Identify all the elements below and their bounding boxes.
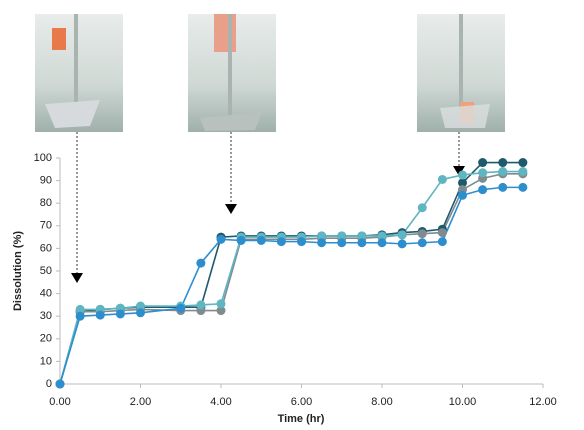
data-point [377, 238, 387, 248]
data-point [397, 239, 407, 249]
data-point [55, 379, 65, 389]
data-point [256, 235, 266, 245]
data-point [337, 238, 347, 248]
data-point [478, 185, 488, 195]
data-point [377, 231, 387, 241]
data-point [75, 304, 85, 314]
y-tick-label: 50 [40, 265, 52, 277]
data-point [236, 235, 246, 245]
photo [188, 14, 276, 132]
y-tick-label: 60 [40, 242, 52, 254]
photo [35, 14, 123, 132]
data-point [216, 306, 226, 316]
data-point [417, 229, 427, 239]
y-tick-label: 40 [40, 288, 52, 300]
data-point [458, 170, 467, 180]
data-point [518, 158, 528, 168]
x-tick-label: 0.00 [49, 396, 70, 408]
data-point [75, 311, 85, 321]
data-point [357, 238, 367, 248]
data-point [337, 231, 347, 241]
y-tick-label: 100 [34, 152, 52, 164]
photo [417, 14, 505, 132]
data-point [216, 299, 226, 309]
y-tick-label: 80 [40, 197, 52, 209]
x-tick-label: 4.00 [210, 396, 231, 408]
x-tick-label: 12.00 [529, 396, 557, 408]
data-point [176, 303, 186, 313]
x-tick-label: 8.00 [371, 396, 392, 408]
y-axis-title: Dissolution (%) [12, 231, 24, 311]
data-point [417, 238, 427, 248]
y-tick-label: 0 [46, 378, 52, 390]
data-point [196, 300, 206, 310]
data-point [397, 230, 407, 240]
data-point [196, 258, 206, 268]
data-point [437, 237, 447, 247]
data-point [518, 167, 528, 177]
data-point [478, 168, 488, 178]
series-line [59, 186, 523, 385]
data-point [498, 182, 508, 192]
x-tick-label: 6.00 [291, 396, 312, 408]
data-point [297, 237, 306, 247]
data-point [136, 301, 145, 311]
x-tick-label: 10.00 [449, 396, 477, 408]
data-point [437, 174, 447, 184]
arrow-head [71, 166, 465, 283]
data-point [216, 234, 226, 244]
data-point [498, 158, 508, 168]
data-point [458, 190, 467, 200]
data-point [136, 308, 145, 318]
data-point [417, 203, 427, 213]
data-point [115, 309, 125, 319]
x-tick-label: 2.00 [130, 396, 151, 408]
y-tick-label: 30 [40, 310, 52, 322]
data-point [458, 178, 467, 188]
y-tick-label: 90 [40, 175, 52, 187]
arrow [76, 132, 460, 273]
y-tick-label: 70 [40, 220, 52, 232]
data-point [357, 231, 367, 241]
data-point [317, 231, 327, 241]
data-point [95, 310, 105, 320]
data-point [518, 182, 528, 192]
x-axis-title: Time (hr) [278, 413, 325, 425]
data-point [317, 238, 327, 248]
y-tick-label: 20 [40, 333, 52, 345]
data-point [276, 237, 286, 247]
data-point [478, 158, 488, 168]
y-tick-label: 10 [40, 355, 52, 367]
data-point [498, 167, 508, 177]
data-point [437, 228, 447, 238]
series-line [59, 161, 523, 385]
